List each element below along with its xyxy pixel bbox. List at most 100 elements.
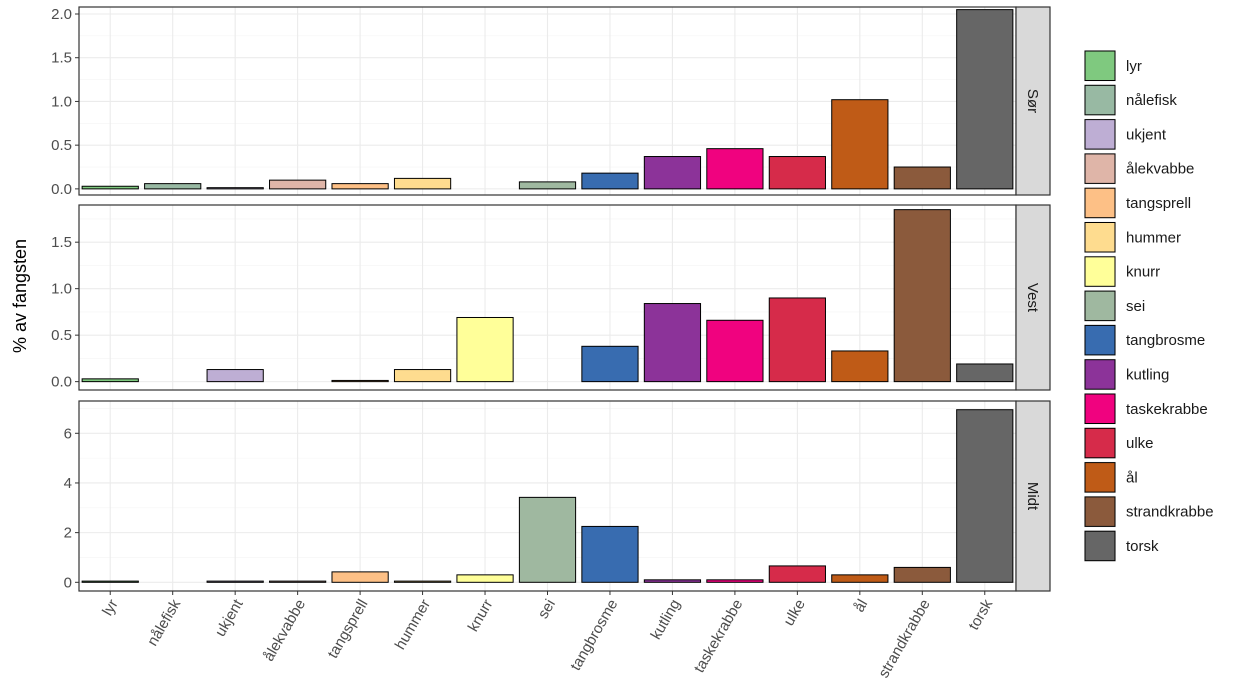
legend-label: tangsprell bbox=[1126, 195, 1191, 212]
y-tick-label: 0.0 bbox=[51, 374, 72, 391]
x-tick-label: ålekvabbe bbox=[260, 597, 309, 665]
legend-label: ulke bbox=[1126, 435, 1154, 452]
bar-tangbrosme bbox=[581, 525, 639, 583]
bar-tangbrosme bbox=[581, 172, 639, 190]
legend-key-hummer bbox=[1084, 222, 1116, 253]
legend-label: ukjent bbox=[1126, 126, 1167, 143]
legend-key-knurr bbox=[1084, 256, 1116, 287]
legend-label: torsk bbox=[1126, 538, 1159, 555]
x-tick-label: tangbrosme bbox=[567, 597, 621, 674]
x-tick-label: ulke bbox=[780, 597, 808, 629]
bar-tangbrosme bbox=[581, 345, 639, 383]
bar-tangsprell bbox=[331, 183, 389, 190]
bar-lyr bbox=[81, 378, 139, 383]
legend-label: kutling bbox=[1126, 366, 1169, 383]
bar-knurr bbox=[456, 316, 514, 383]
x-tick-label: lyr bbox=[99, 596, 122, 618]
bar-ulke bbox=[768, 156, 826, 190]
legend-label: ålekvabbe bbox=[1126, 161, 1194, 178]
x-axis: lyr nålefisk ukjent ålekvabbe tangsprell humm… bbox=[99, 591, 996, 681]
facet-strip bbox=[1015, 6, 1051, 196]
legend-label: sei bbox=[1126, 298, 1145, 315]
legend-label: lyr bbox=[1126, 58, 1142, 75]
bar-knurr bbox=[456, 574, 514, 583]
legend-key-ålekvabbe bbox=[1084, 153, 1116, 184]
bar-ukjent bbox=[206, 580, 264, 583]
bar-ål bbox=[831, 350, 889, 383]
bar-kutling bbox=[643, 579, 702, 583]
x-tick-label: ål bbox=[851, 597, 872, 616]
legend-key-ål bbox=[1084, 462, 1116, 493]
legend-label: strandkrabbe bbox=[1126, 504, 1214, 521]
panel-2: 0 2 4 6 Midt bbox=[64, 400, 1051, 592]
y-tick-label: 1.0 bbox=[51, 93, 72, 110]
facet-strip-label: Sør bbox=[1024, 89, 1041, 113]
legend: lyr nålefisk ukjent ålekvabbe tangsprell humm… bbox=[1084, 50, 1214, 562]
y-tick-label: 0.5 bbox=[51, 327, 72, 344]
facet-strip-label: Midt bbox=[1024, 482, 1041, 511]
facet-strip-label: Vest bbox=[1024, 283, 1041, 313]
x-tick-label: torsk bbox=[965, 596, 996, 633]
legend-label: knurr bbox=[1126, 264, 1160, 281]
legend-label: tangbrosme bbox=[1126, 332, 1205, 349]
x-tick-label: taskekrabbe bbox=[691, 597, 747, 676]
bar-taskekrabbe bbox=[706, 148, 764, 190]
x-tick-label: sei bbox=[535, 597, 559, 622]
y-tick-label: 0.5 bbox=[51, 137, 72, 154]
x-tick-label: knurr bbox=[465, 597, 497, 635]
y-tick-label: 6 bbox=[64, 425, 72, 442]
y-tick-label: 1.0 bbox=[51, 281, 72, 298]
bar-ukjent bbox=[206, 369, 264, 383]
bar-ukjent bbox=[206, 187, 264, 190]
y-tick-label: 1.5 bbox=[51, 50, 72, 67]
legend-key-kutling bbox=[1084, 359, 1116, 390]
y-tick-label: 1.5 bbox=[51, 234, 72, 251]
legend-label: nålefisk bbox=[1126, 92, 1177, 109]
y-tick-label: 4 bbox=[64, 475, 72, 492]
bar-lyr bbox=[81, 185, 139, 190]
bar-torsk bbox=[956, 409, 1014, 583]
x-tick-label: strandkrabbe bbox=[875, 597, 934, 681]
bar-taskekrabbe bbox=[706, 579, 764, 583]
legend-label: taskekrabbe bbox=[1126, 401, 1208, 418]
legend-key-nålefisk bbox=[1084, 84, 1116, 116]
legend-key-torsk bbox=[1084, 530, 1116, 562]
bar-nålefisk bbox=[144, 183, 202, 190]
bar-strandkrabbe bbox=[893, 166, 951, 190]
bar-hummer bbox=[393, 369, 452, 383]
legend-key-ukjent bbox=[1084, 119, 1116, 150]
y-tick-label: 2.0 bbox=[51, 6, 72, 23]
legend-key-ulke bbox=[1084, 427, 1116, 459]
panel-1: 0.0 0.5 1.0 1.5 Vest bbox=[51, 204, 1051, 391]
legend-label: hummer bbox=[1126, 229, 1181, 246]
bar-torsk bbox=[956, 363, 1014, 383]
x-tick-label: tangsprell bbox=[324, 597, 371, 662]
bar-tangsprell bbox=[331, 379, 389, 383]
legend-key-tangsprell bbox=[1084, 187, 1116, 219]
bar-hummer bbox=[393, 177, 452, 190]
x-tick-label: ukjent bbox=[212, 596, 247, 640]
facet-strip bbox=[1015, 204, 1051, 391]
panel-0: 0.0 0.5 1.0 1.5 2.0 Sør bbox=[51, 6, 1051, 198]
y-axis-label: % av fangsten bbox=[10, 239, 30, 353]
x-tick-label: nålefisk bbox=[144, 596, 184, 649]
legend-key-sei bbox=[1084, 290, 1116, 322]
y-tick-label: 0.0 bbox=[51, 181, 72, 198]
bar-ål bbox=[831, 99, 889, 190]
y-tick-label: 2 bbox=[64, 525, 72, 542]
bar-ålekvabbe bbox=[269, 179, 327, 190]
legend-key-tangbrosme bbox=[1084, 324, 1116, 356]
bar-strandkrabbe bbox=[893, 209, 951, 383]
bar-ulke bbox=[768, 565, 826, 583]
bar-ålekvabbe bbox=[269, 580, 327, 583]
bar-hummer bbox=[393, 580, 452, 583]
bar-strandkrabbe bbox=[893, 566, 951, 583]
bar-ål bbox=[831, 574, 889, 583]
bar-lyr bbox=[81, 580, 139, 583]
bar-taskekrabbe bbox=[706, 319, 764, 383]
bar-sei bbox=[518, 496, 577, 583]
legend-key-strandkrabbe bbox=[1084, 496, 1116, 527]
facet-strip bbox=[1015, 400, 1051, 592]
bar-torsk bbox=[956, 9, 1014, 190]
